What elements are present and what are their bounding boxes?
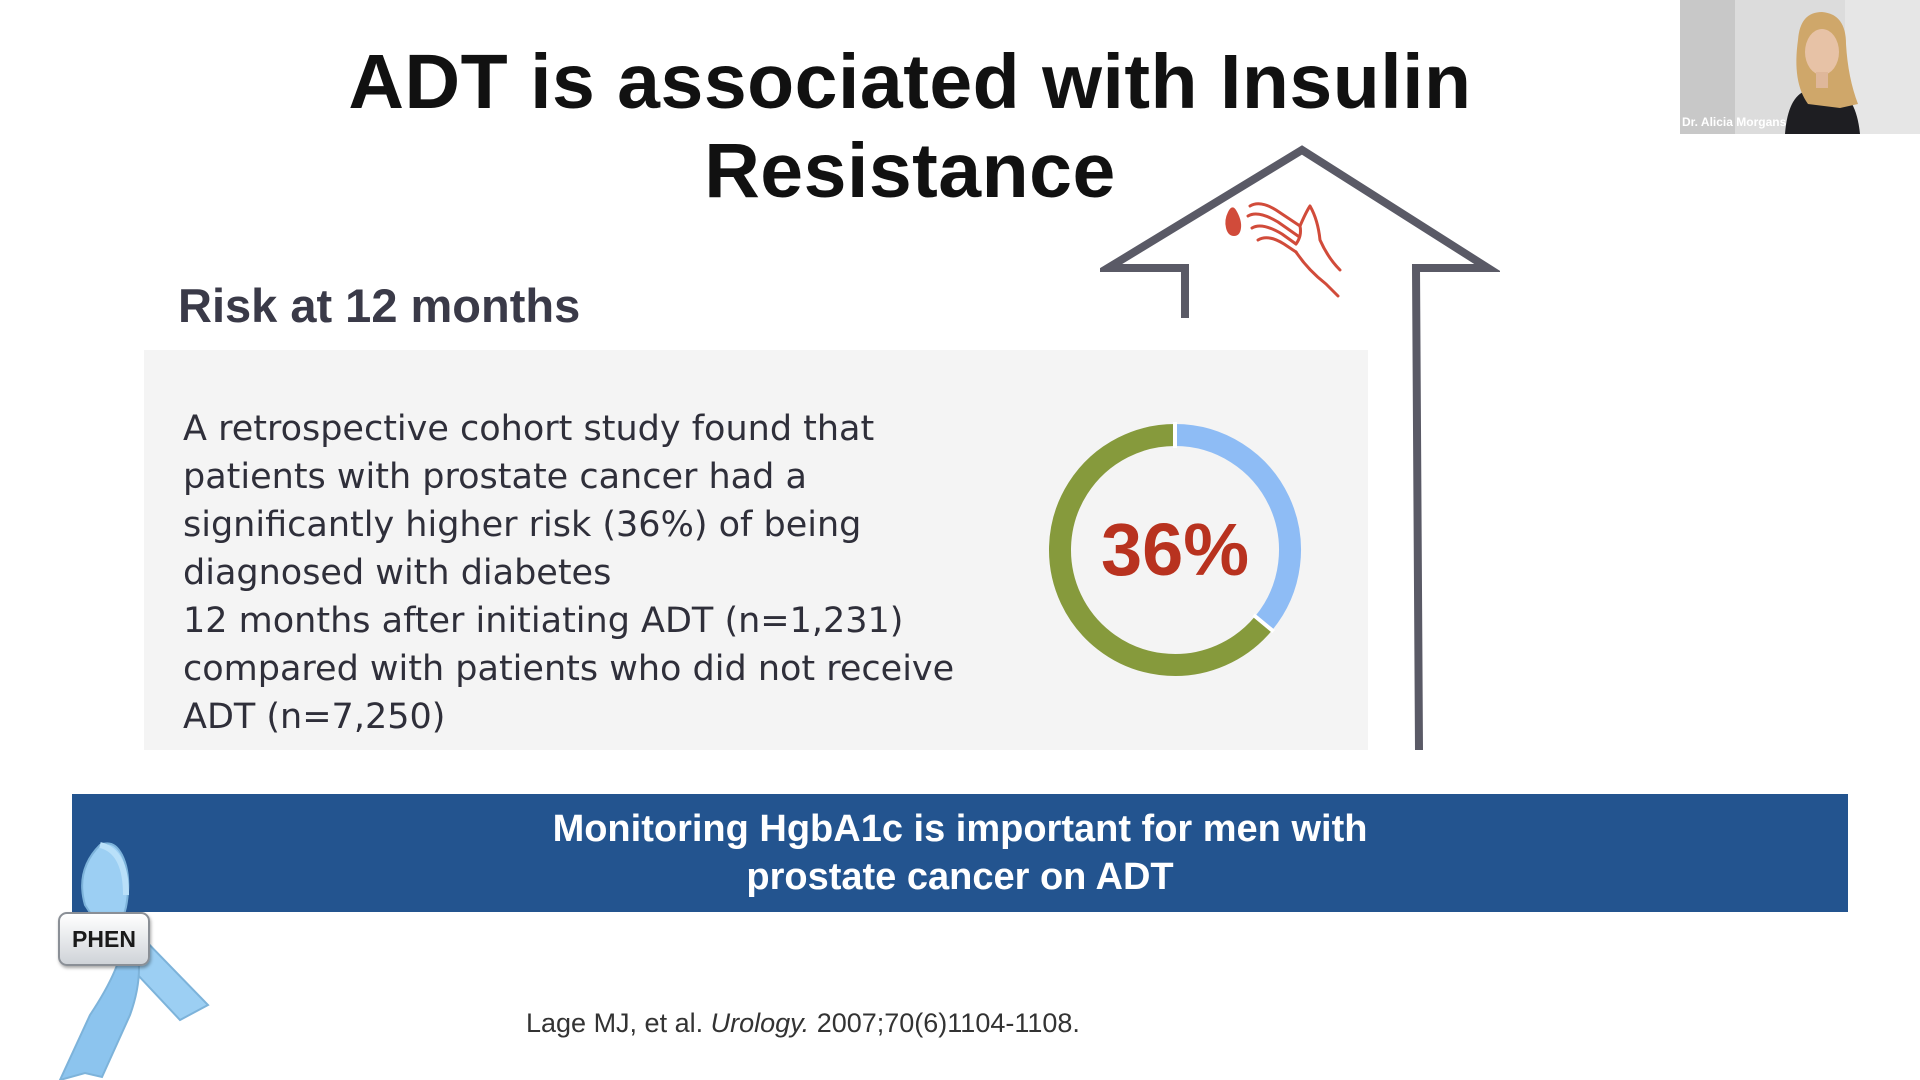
study-summary-text: A retrospective cohort study found that … — [183, 405, 983, 741]
speaker-webcam: Dr. Alicia Morgans — [1680, 0, 1920, 134]
summary-line: compared with patients who did not recei… — [183, 649, 955, 689]
speaker-video-icon: Dr. Alicia Morgans — [1680, 0, 1920, 134]
citation-details: 2007;70(6)1104-1108. — [816, 1008, 1080, 1038]
summary-line: patients with prostate cancer had a — [183, 457, 807, 497]
summary-line: 12 months after initiating ADT (n=1,231) — [183, 601, 904, 641]
summary-line: significantly higher risk (36%) of being — [183, 505, 862, 545]
reference-citation: Lage MJ, et al. Urology. 2007;70(6)1104-… — [526, 1008, 1080, 1039]
donut-slice-risk — [1174, 424, 1301, 631]
donut-separator — [1252, 613, 1275, 634]
key-message-banner: Monitoring HgbA1c is important for men w… — [72, 794, 1848, 912]
risk-donut-chart: 36% — [1049, 422, 1301, 676]
slide-title: ADT is associated with Insulin Resistanc… — [348, 39, 1472, 214]
finger-prick-icon — [1225, 202, 1342, 298]
phen-logo-badge: PHEN — [58, 912, 150, 966]
up-arrow-graphic — [1100, 145, 1500, 751]
banner-line: prostate cancer on ADT — [746, 856, 1174, 898]
summary-line: diagnosed with diabetes — [183, 553, 612, 593]
donut-center-label: 36% — [1101, 508, 1249, 591]
summary-line: ADT (n=7,250) — [183, 697, 446, 737]
citation-journal: Urology. — [710, 1008, 810, 1038]
citation-authors: Lage MJ, et al. — [526, 1008, 704, 1038]
study-summary-box — [144, 350, 1368, 750]
summary-line: A retrospective cohort study found that — [183, 409, 875, 449]
speaker-name-label: Dr. Alicia Morgans — [1682, 115, 1787, 129]
donut-slice-remainder — [1049, 424, 1273, 676]
banner-line: Monitoring HgbA1c is important for men w… — [552, 808, 1368, 850]
section-subtitle: Risk at 12 months — [178, 279, 581, 332]
